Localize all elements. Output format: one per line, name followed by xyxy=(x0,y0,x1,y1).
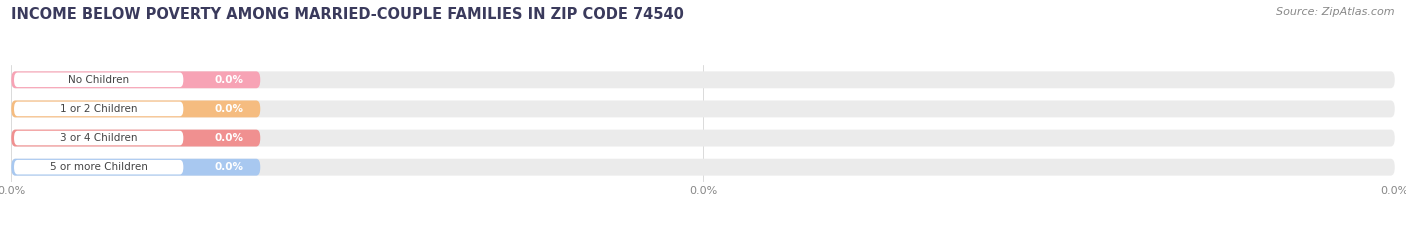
Text: 0.0%: 0.0% xyxy=(215,133,243,143)
FancyBboxPatch shape xyxy=(11,100,1395,117)
FancyBboxPatch shape xyxy=(11,100,260,117)
Text: No Children: No Children xyxy=(67,75,129,85)
FancyBboxPatch shape xyxy=(14,102,183,116)
Text: Source: ZipAtlas.com: Source: ZipAtlas.com xyxy=(1277,7,1395,17)
FancyBboxPatch shape xyxy=(14,72,183,87)
FancyBboxPatch shape xyxy=(14,160,183,175)
FancyBboxPatch shape xyxy=(11,71,260,88)
FancyBboxPatch shape xyxy=(11,130,1395,147)
FancyBboxPatch shape xyxy=(11,130,260,147)
Text: 0.0%: 0.0% xyxy=(215,75,243,85)
FancyBboxPatch shape xyxy=(11,71,1395,88)
Text: 1 or 2 Children: 1 or 2 Children xyxy=(60,104,138,114)
FancyBboxPatch shape xyxy=(11,159,1395,176)
Text: 5 or more Children: 5 or more Children xyxy=(49,162,148,172)
Text: 0.0%: 0.0% xyxy=(215,162,243,172)
Text: INCOME BELOW POVERTY AMONG MARRIED-COUPLE FAMILIES IN ZIP CODE 74540: INCOME BELOW POVERTY AMONG MARRIED-COUPL… xyxy=(11,7,685,22)
Text: 0.0%: 0.0% xyxy=(215,104,243,114)
FancyBboxPatch shape xyxy=(14,131,183,145)
Text: 3 or 4 Children: 3 or 4 Children xyxy=(60,133,138,143)
FancyBboxPatch shape xyxy=(11,159,260,176)
